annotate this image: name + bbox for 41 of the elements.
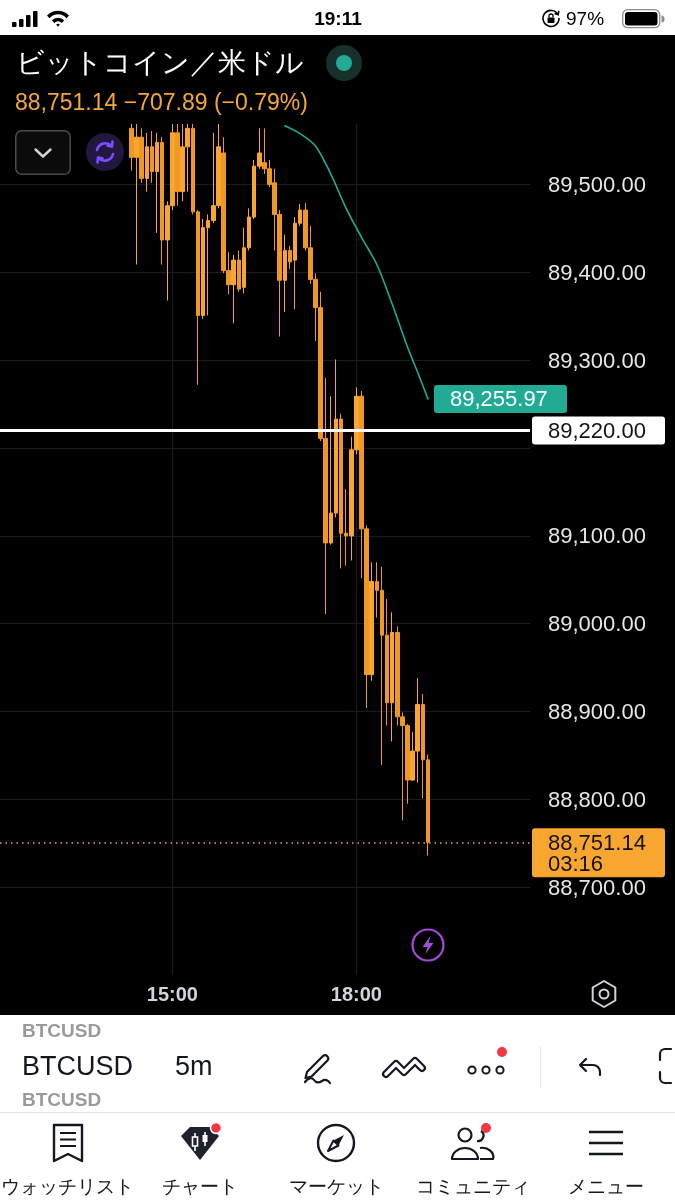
line-series (284, 124, 429, 400)
y-tick-label: 89,300.00 (548, 347, 646, 373)
y-tick-label: 88,900.00 (548, 699, 646, 725)
y-tick-label: 89,100.00 (548, 523, 646, 549)
text: 5m (175, 1050, 213, 1082)
y-tick-label: 88,700.00 (548, 874, 646, 900)
text: ウォッチリスト (0, 1174, 134, 1198)
text: 97% (566, 6, 605, 30)
candlestick (145, 132, 149, 193)
y-tick-label: 89,400.00 (548, 259, 646, 285)
candlestick (129, 123, 134, 172)
text: BTCUSD (22, 1050, 134, 1082)
text: チャート (162, 1174, 238, 1198)
candlestick (134, 123, 139, 266)
text: メニュー (568, 1174, 644, 1198)
data-label: 89,255.97 (449, 386, 548, 412)
candlestick (283, 234, 287, 313)
candlestick (288, 245, 292, 270)
candlestick (231, 254, 236, 324)
x-tick-label: 15:00 (146, 983, 198, 1005)
x-tick-label: 18:00 (330, 983, 382, 1005)
text: BTCUSD (22, 1087, 102, 1111)
chart-title: ビットコイン／米ドル (16, 46, 304, 80)
candlestick (139, 127, 144, 184)
candlestick (237, 249, 241, 293)
y-tick-label: 89,500.00 (548, 172, 646, 198)
chart-subtitle: 88,751.14 −707.89 (−0.79%) (15, 88, 308, 116)
ref-line-label: 88,751.14 03:16 (548, 829, 646, 876)
candlestick (390, 611, 394, 742)
candlestick (155, 132, 159, 234)
candlestick (160, 136, 164, 266)
text: マーケット (288, 1174, 384, 1198)
ref-line-label: 89,220.00 (548, 418, 646, 443)
text: BTCUSD (22, 1018, 102, 1042)
candlestick (175, 123, 180, 207)
text: 19:11 (314, 6, 362, 30)
candlestick (369, 561, 374, 682)
y-tick-label: 88,800.00 (548, 786, 646, 812)
text: コミュニティ (416, 1174, 530, 1198)
candlestick (150, 130, 154, 184)
y-tick-label: 89,000.00 (548, 611, 646, 637)
